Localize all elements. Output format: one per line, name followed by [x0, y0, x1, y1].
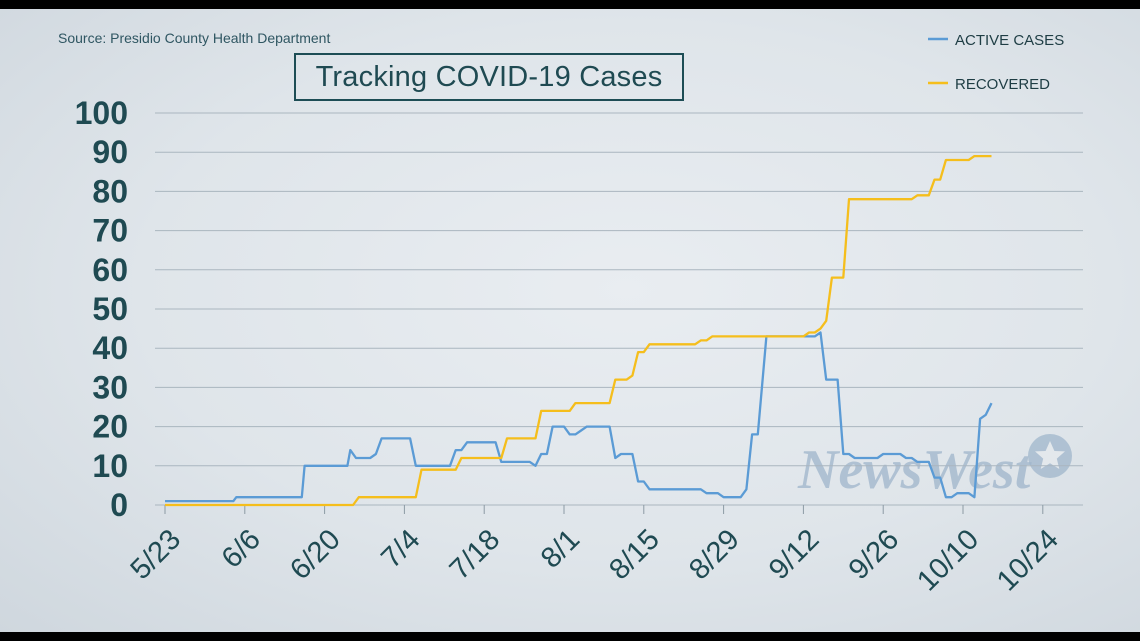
y-tick-label: 60 — [92, 252, 128, 288]
watermark-logo: NewsWest — [797, 439, 1032, 501]
x-tick-label: 8/1 — [535, 523, 586, 574]
legend-label-recovered: RECOVERED — [955, 76, 1050, 93]
y-tick-label: 100 — [75, 95, 128, 131]
series-lines — [165, 154, 993, 507]
legend-item-active: ACTIVE CASES — [928, 32, 1064, 49]
gridlines — [155, 112, 1083, 514]
x-tick-label: 9/12 — [763, 523, 826, 586]
x-tick-label: 7/18 — [444, 523, 507, 586]
y-tick-label: 90 — [92, 134, 128, 170]
legend-label-active: ACTIVE CASES — [955, 32, 1064, 49]
x-tick-label: 10/10 — [911, 523, 985, 597]
chart-title: Tracking COVID-19 Cases — [315, 60, 663, 93]
y-tick-label: 10 — [92, 448, 128, 484]
chart-frame: Source: Presidio County Health Departmen… — [0, 9, 1140, 632]
y-tick-label: 0 — [110, 487, 128, 523]
x-tick-label: 5/23 — [125, 523, 188, 586]
x-tick-label: 7/4 — [375, 523, 426, 574]
watermark-star-icon — [1028, 434, 1072, 478]
x-tick-label: 6/20 — [284, 523, 347, 586]
x-tick-label: 8/15 — [603, 523, 666, 586]
series-line-recovered — [165, 154, 992, 507]
x-tick-label: 8/29 — [683, 523, 746, 586]
x-tick-labels: 5/23 6/6 6/20 7/4 7/18 8/1 8/15 8/29 9/12 9/26 10/… — [125, 523, 1065, 597]
series-line-active-cases — [165, 331, 993, 503]
y-tick-label: 80 — [92, 173, 128, 209]
legend-item-recovered: RECOVERED — [928, 76, 1050, 93]
y-tick-label: 20 — [92, 409, 128, 445]
x-tick-label: 10/24 — [991, 523, 1065, 597]
x-tick-label: 6/6 — [216, 523, 267, 574]
y-tick-label: 30 — [92, 369, 128, 405]
y-tick-label: 70 — [92, 213, 128, 249]
y-tick-label: 40 — [92, 330, 128, 366]
chart-title-box: Tracking COVID-19 Cases — [294, 53, 684, 101]
source-note: Source: Presidio County Health Departmen… — [58, 30, 331, 46]
legend: ACTIVE CASES RECOVERED — [928, 32, 1064, 93]
y-tick-label: 50 — [92, 291, 128, 327]
x-tick-label: 9/26 — [843, 523, 906, 586]
